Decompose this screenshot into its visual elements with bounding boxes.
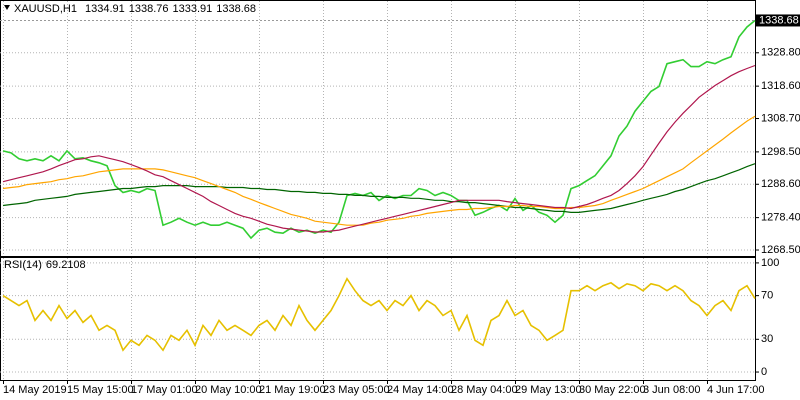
quote-value: 1333.91 [173, 3, 213, 15]
y-tick-label: 100 [761, 257, 779, 269]
x-tick-label: 24 May 14:00 [387, 384, 454, 396]
y-tick-label: 1278.40 [761, 212, 800, 224]
quote-value: 1338.68 [216, 3, 256, 15]
x-tick-label: 17 May 01:00 [131, 384, 198, 396]
quote-value: 1338.76 [129, 3, 169, 15]
y-tick-label: 70 [761, 290, 773, 302]
y-tick-label: 1288.60 [761, 178, 800, 190]
y-tick-label: 1268.50 [761, 244, 800, 256]
series-line [2, 115, 756, 226]
x-tick-label: 3 Jun 08:00 [643, 384, 701, 396]
symbol-label: XAUUSD,H1 [14, 3, 77, 15]
x-tick-label: 23 May 05:00 [323, 384, 390, 396]
series-line [2, 163, 756, 213]
indicator-value: 69.2108 [46, 259, 86, 271]
panel-frame [0, 257, 756, 381]
last-price-label: 1338.68 [759, 14, 799, 26]
series-line [2, 64, 756, 233]
indicator-title: RSI(14) [4, 259, 42, 271]
series-line [2, 19, 756, 240]
x-tick-label: 28 May 04:00 [451, 384, 518, 396]
last-price-box [756, 14, 800, 27]
x-tick-label: 30 May 22:00 [579, 384, 646, 396]
y-tick-label: 1308.70 [761, 112, 800, 124]
symbol-menu-icon [4, 5, 10, 10]
x-tick-label: 29 May 13:00 [515, 384, 582, 396]
y-tick-label: 0 [761, 366, 767, 378]
x-tick-label: 4 Jun 17:00 [707, 384, 765, 396]
quote-value: 1334.91 [85, 3, 125, 15]
y-tick-label: 1318.60 [761, 80, 800, 92]
panel-frame [0, 0, 756, 257]
x-tick-label: 15 May 15:00 [67, 384, 134, 396]
x-tick-label: 20 May 10:00 [195, 384, 262, 396]
x-tick-label: 21 May 19:00 [259, 384, 326, 396]
y-tick-label: 30 [761, 333, 773, 345]
series-line [2, 277, 756, 352]
y-tick-label: 1298.50 [761, 146, 800, 158]
x-tick-label: 14 May 2019 [3, 384, 67, 396]
y-tick-label: 1328.80 [761, 47, 800, 59]
